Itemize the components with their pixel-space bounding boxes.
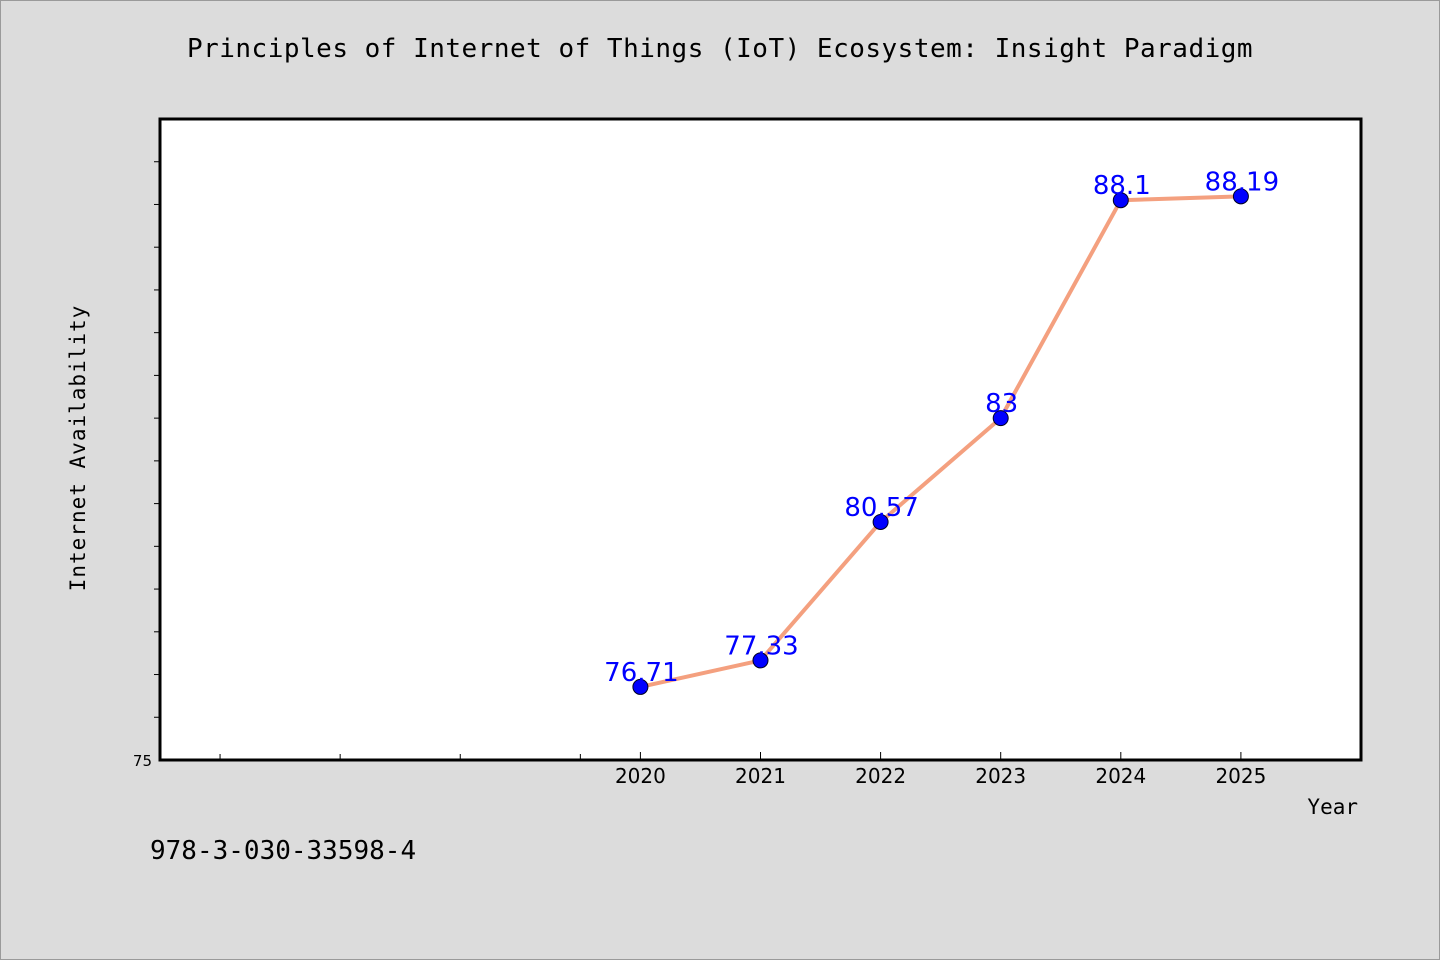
y-tick-label: 75: [133, 752, 152, 770]
data-label: 77.33: [724, 631, 798, 661]
data-label: 88.19: [1205, 167, 1279, 197]
x-tick-label: 2023: [975, 764, 1026, 788]
x-tick-label: 2020: [615, 764, 666, 788]
isbn-text: 978-3-030-33598-4: [150, 836, 417, 866]
x-tick-label: 2021: [735, 764, 786, 788]
data-point: [1112, 192, 1129, 209]
chart-title: Principles of Internet of Things (IoT) E…: [186, 34, 1254, 64]
series-line: [638, 194, 1243, 689]
data-label: 76.71: [604, 658, 678, 688]
data-point: [632, 678, 649, 695]
axis-ticks: 75 2020 2021 2022 2023 2024 2025: [133, 161, 1266, 788]
data-label: 83: [985, 389, 1018, 419]
data-label: 88.1: [1093, 171, 1151, 201]
x-tick-label: 2024: [1095, 764, 1146, 788]
x-tick-label: 2022: [855, 764, 906, 788]
data-point: [872, 513, 889, 530]
data-label: 80.57: [844, 493, 918, 523]
series-group: [632, 188, 1249, 695]
x-axis-label: Year: [1307, 795, 1358, 819]
data-labels-group: 76.71 77.33 80.57 83 88.1 88.19: [604, 167, 1279, 688]
data-point: [752, 652, 769, 669]
x-tick-label: 2025: [1215, 764, 1266, 788]
data-point: [1232, 188, 1249, 205]
data-point: [992, 410, 1009, 427]
